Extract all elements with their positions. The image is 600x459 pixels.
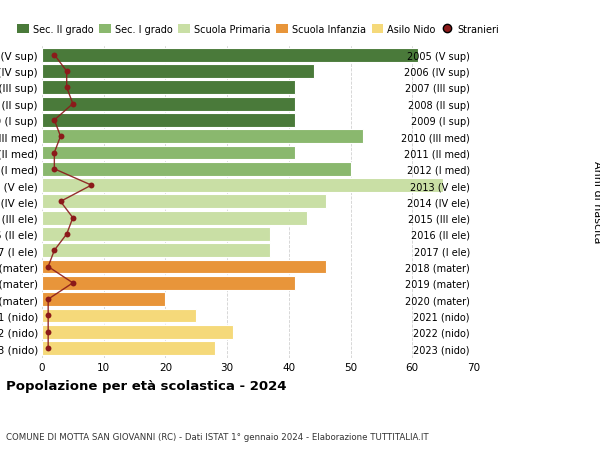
Bar (42, 260, 326, 274)
Bar (42, 211, 307, 225)
Point (86, 182, 96, 190)
Bar (42, 341, 215, 355)
Point (43, 345, 53, 352)
Point (43, 312, 53, 319)
Bar (42, 162, 350, 176)
Text: Anni di nascita: Anni di nascita (592, 161, 600, 243)
Point (43, 263, 53, 271)
Text: Popolazione per età scolastica - 2024: Popolazione per età scolastica - 2024 (6, 380, 287, 392)
Bar (42, 292, 166, 307)
Point (43, 328, 53, 336)
Bar (42, 97, 295, 112)
Point (43, 296, 53, 303)
Bar (42, 81, 295, 95)
Bar (42, 146, 295, 160)
Bar (42, 325, 233, 339)
Text: COMUNE DI MOTTA SAN GIOVANNI (RC) - Dati ISTAT 1° gennaio 2024 - Elaborazione TU: COMUNE DI MOTTA SAN GIOVANNI (RC) - Dati… (6, 431, 428, 441)
Point (56, 133, 65, 140)
Bar (42, 114, 295, 128)
Point (68, 101, 77, 108)
Point (68, 214, 77, 222)
Bar (42, 65, 314, 79)
Point (50, 52, 59, 59)
Bar (42, 309, 196, 323)
Point (62, 84, 71, 92)
Bar (42, 195, 326, 209)
Bar (42, 130, 363, 144)
Point (62, 68, 71, 76)
Point (50, 150, 59, 157)
Bar (42, 49, 418, 62)
Bar (42, 228, 271, 241)
Bar (42, 244, 271, 257)
Point (50, 166, 59, 173)
Bar (42, 179, 443, 193)
Bar (42, 276, 295, 290)
Point (56, 198, 65, 206)
Point (50, 117, 59, 124)
Point (62, 231, 71, 238)
Legend: Sec. II grado, Sec. I grado, Scuola Primaria, Scuola Infanzia, Asilo Nido, Stran: Sec. II grado, Sec. I grado, Scuola Prim… (17, 25, 499, 35)
Point (50, 247, 59, 254)
Point (68, 280, 77, 287)
